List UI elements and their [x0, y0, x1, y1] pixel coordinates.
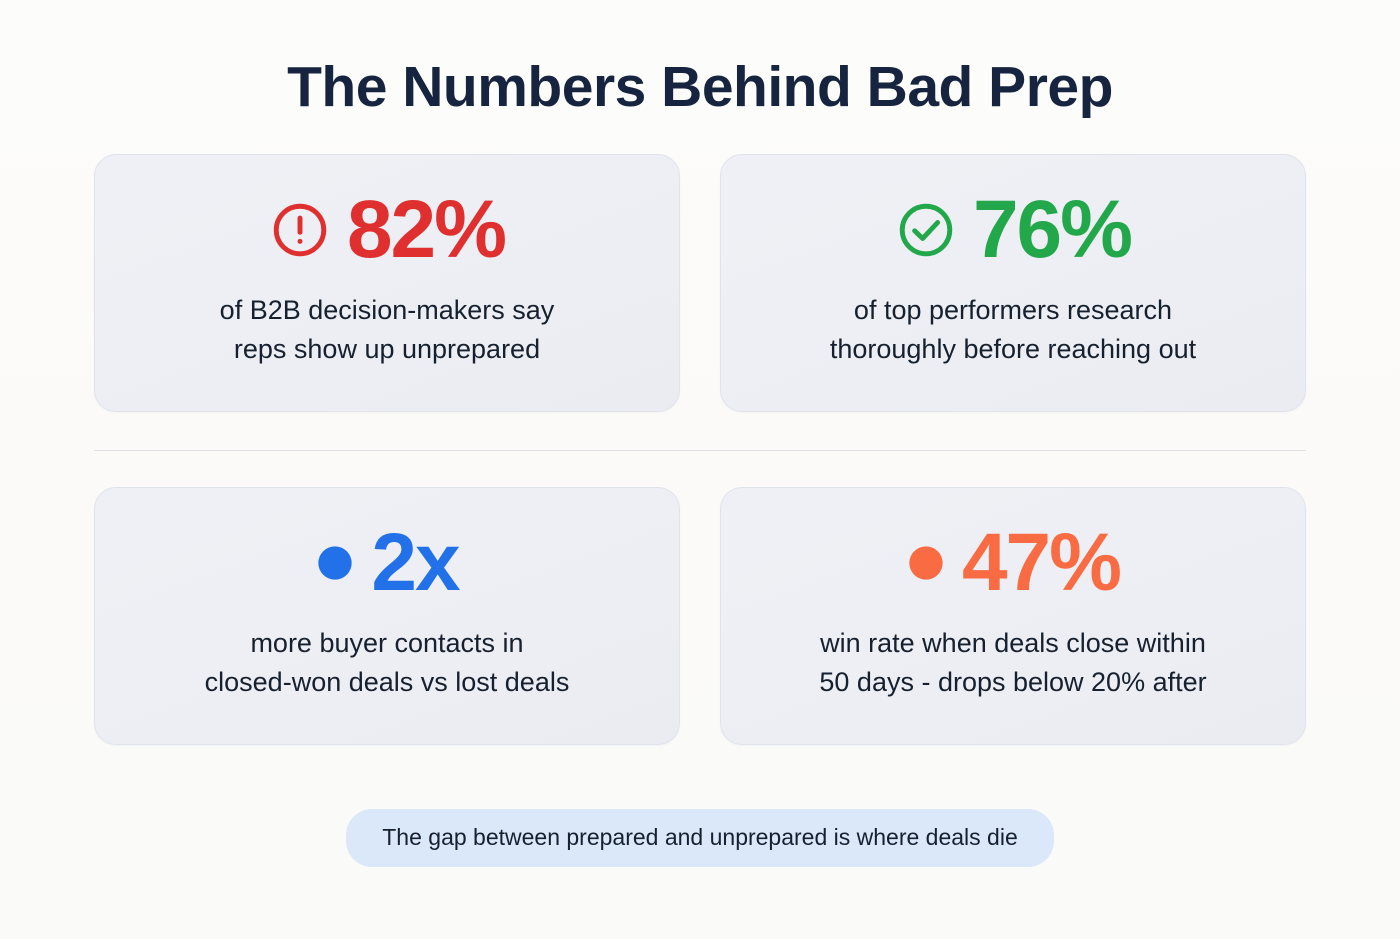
stat-caption-line-1: of top performers research: [853, 294, 1173, 325]
stat-card-2x: 2x more buyer contacts in closed-won dea…: [94, 486, 680, 745]
stat-value: 76%: [972, 183, 1133, 275]
stat-caption: win rate when deals close within 50 days…: [819, 624, 1206, 702]
stat-caption-line-2: reps show up unprepared: [233, 333, 541, 364]
stat-caption: more buyer contacts in closed-won deals …: [205, 624, 570, 702]
stat-card-grid-row-1: 82% of B2B decision-makers say reps show…: [94, 153, 1306, 412]
stat-card-76-percent: 76% of top performers research thoroughl…: [720, 153, 1306, 412]
stat-value: 2x: [371, 516, 460, 608]
stat-headline: 2x: [315, 516, 461, 608]
filled-dot-icon: [315, 543, 355, 583]
footer-message-pill: The gap between prepared and unprepared …: [346, 808, 1054, 867]
stat-caption-line-1: win rate when deals close within: [820, 627, 1206, 658]
stat-card-82-percent: 82% of B2B decision-makers say reps show…: [94, 153, 680, 412]
stat-caption: of top performers research thoroughly be…: [830, 291, 1196, 369]
stat-card-grid-row-2: 2x more buyer contacts in closed-won dea…: [94, 486, 1306, 745]
stat-value: 82%: [346, 183, 507, 275]
stat-caption-line-2: thoroughly before reaching out: [829, 333, 1197, 364]
stat-caption-line-2: closed-won deals vs lost deals: [204, 666, 570, 697]
check-circle-icon: [895, 199, 957, 261]
stat-headline: 47%: [906, 516, 1122, 608]
stat-headline: 82%: [269, 183, 507, 275]
stat-caption-line-1: more buyer contacts in: [250, 627, 524, 658]
stat-card-47-percent: 47% win rate when deals close within 50 …: [720, 486, 1306, 745]
alert-circle-icon: [269, 199, 331, 261]
stat-caption-line-2: 50 days - drops below 20% after: [819, 666, 1207, 697]
row-divider: [94, 449, 1306, 451]
stat-caption: of B2B decision-makers say reps show up …: [220, 291, 555, 369]
stat-headline: 76%: [895, 183, 1133, 275]
stat-value: 47%: [961, 516, 1122, 608]
page-title: The Numbers Behind Bad Prep: [287, 55, 1113, 119]
stat-caption-line-1: of B2B decision-makers say: [219, 294, 555, 325]
filled-dot-icon: [906, 543, 946, 583]
